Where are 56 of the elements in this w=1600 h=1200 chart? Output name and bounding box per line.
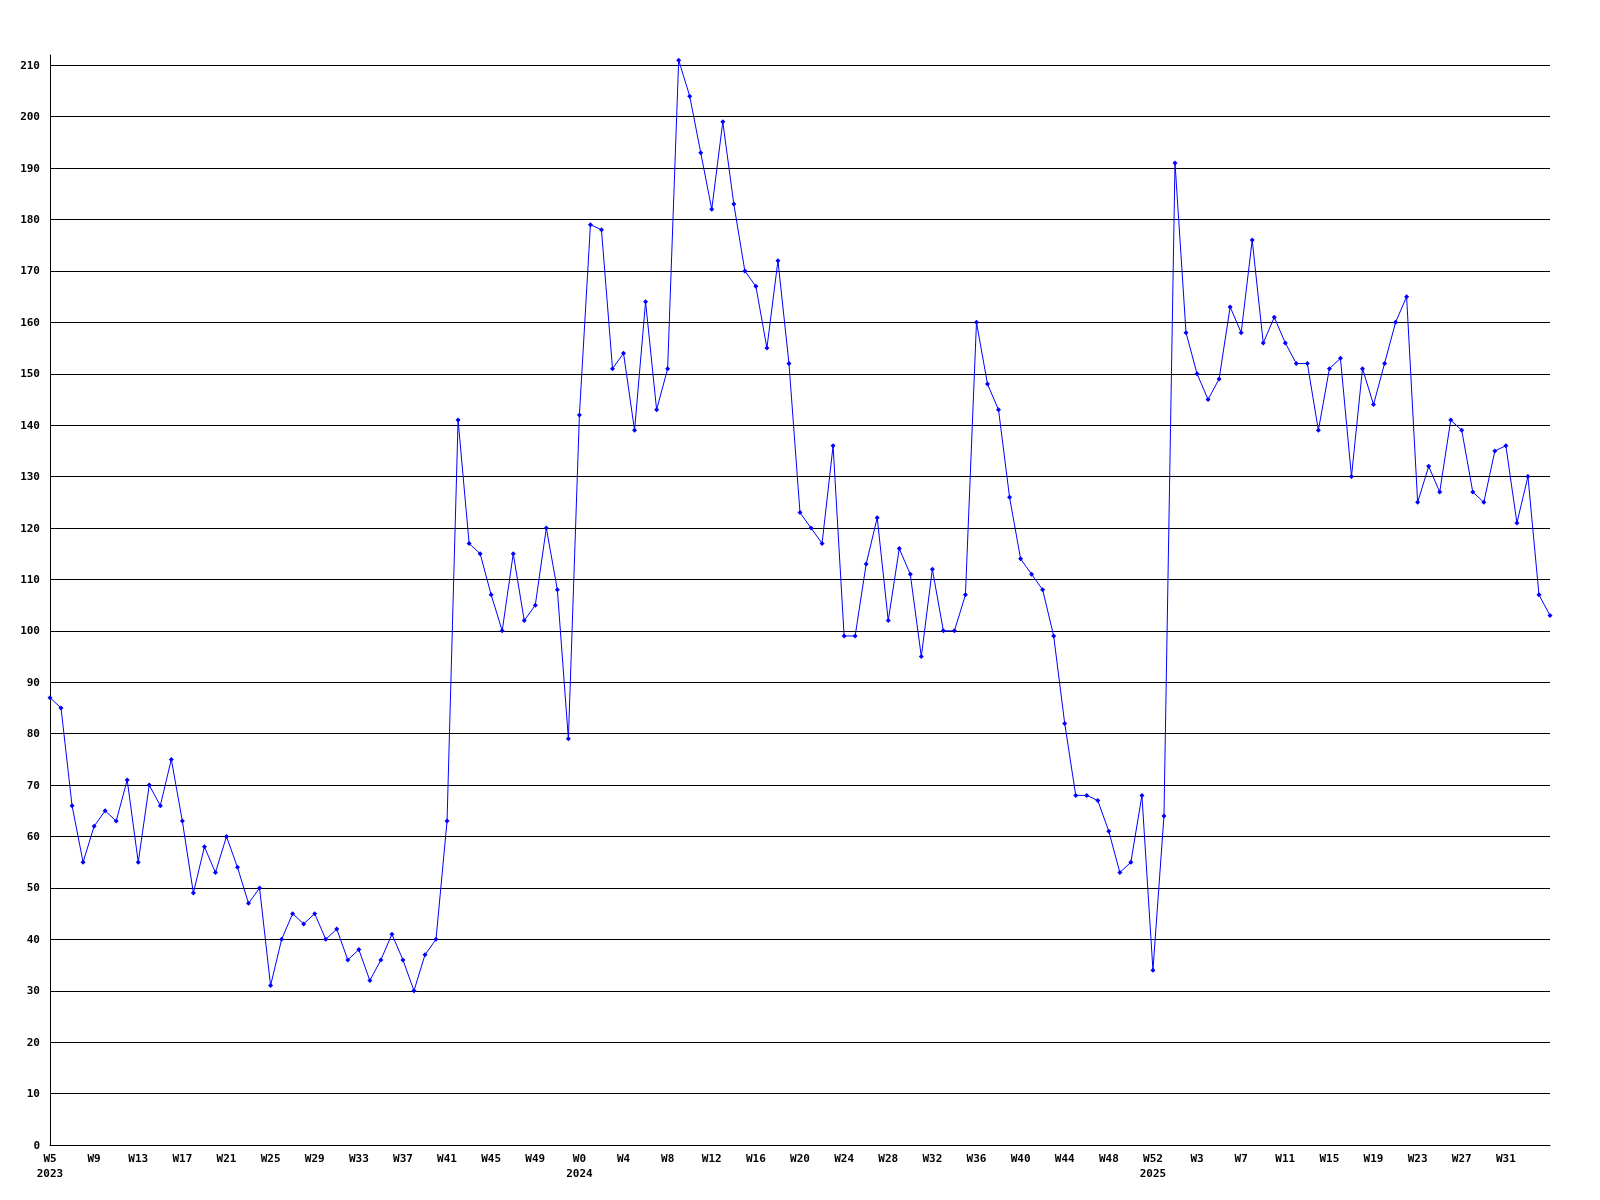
x-tick-label: W20 bbox=[790, 1152, 810, 1165]
x-tick-label: W33 bbox=[348, 1152, 369, 1165]
y-tick-label: 90 bbox=[26, 675, 40, 689]
x-tick-label: W31 bbox=[1495, 1152, 1517, 1165]
x-tick-label: W27 bbox=[1451, 1152, 1472, 1165]
x-tick-label: W25 bbox=[260, 1152, 281, 1165]
y-tick-label: 120 bbox=[20, 521, 40, 535]
y-tick-label: 130 bbox=[20, 470, 40, 484]
x-tick-label: W21 bbox=[216, 1152, 237, 1165]
y-tick-label: 0 bbox=[33, 1138, 40, 1152]
y-tick-label: 110 bbox=[20, 572, 40, 586]
x-tick-label: W37 bbox=[393, 1152, 413, 1165]
x-tick-label: W9 bbox=[87, 1152, 101, 1165]
x-tick-label: W41 bbox=[437, 1152, 458, 1165]
x-tick-label: W4 bbox=[616, 1152, 631, 1165]
y-tick-label: 150 bbox=[20, 367, 40, 381]
x-tick-label: W48 bbox=[1098, 1152, 1119, 1165]
x-tick-label: W15 bbox=[1319, 1152, 1340, 1165]
x-tick-label: W0 2024 bbox=[566, 1152, 594, 1180]
y-tick-label: 170 bbox=[20, 264, 40, 278]
x-tick-label: W12 bbox=[701, 1152, 722, 1165]
x-tick-label: W40 bbox=[1010, 1152, 1031, 1165]
x-tick-label: W44 bbox=[1054, 1152, 1076, 1165]
y-tick-label: 180 bbox=[20, 213, 40, 227]
y-tick-label: 20 bbox=[26, 1035, 40, 1049]
x-tick-label: W5 2023 bbox=[36, 1152, 64, 1180]
y-tick-label: 210 bbox=[20, 58, 40, 72]
y-tick-label: 100 bbox=[20, 624, 40, 638]
x-tick-label: W28 bbox=[878, 1152, 899, 1165]
x-tick-label: W17 bbox=[172, 1152, 193, 1165]
y-tick-label: 140 bbox=[20, 418, 40, 432]
x-tick-label: W49 bbox=[525, 1152, 546, 1165]
y-tick-label: 50 bbox=[26, 881, 40, 895]
x-tick-label: W45 bbox=[481, 1152, 502, 1165]
x-tick-label: W11 bbox=[1275, 1152, 1296, 1165]
x-tick-label: W16 bbox=[745, 1152, 767, 1165]
x-tick-label: W29 bbox=[304, 1152, 325, 1165]
x-tick-label: W24 bbox=[834, 1152, 855, 1165]
y-tick-label: 190 bbox=[20, 161, 40, 175]
x-tick-label: W36 bbox=[966, 1152, 987, 1165]
x-tick-label: W32 bbox=[922, 1152, 943, 1165]
x-tick-label: W52 2025 bbox=[1139, 1152, 1167, 1180]
y-tick-label: 200 bbox=[20, 110, 40, 124]
x-tick-label: W23 bbox=[1407, 1152, 1428, 1165]
y-tick-label: 160 bbox=[20, 315, 40, 329]
x-tick-label: W19 bbox=[1363, 1152, 1384, 1165]
x-tick-label: W7 bbox=[1234, 1152, 1248, 1165]
x-tick-label: W3 bbox=[1190, 1152, 1204, 1165]
y-tick-label: 70 bbox=[26, 778, 40, 792]
y-tick-label: 80 bbox=[26, 727, 40, 741]
y-tick-label: 10 bbox=[26, 1087, 40, 1101]
y-tick-label: 30 bbox=[26, 984, 40, 998]
x-tick-label: W8 bbox=[661, 1152, 675, 1165]
x-tick-label: W13 bbox=[128, 1152, 149, 1165]
y-tick-label: 60 bbox=[26, 830, 40, 844]
y-tick-label: 40 bbox=[26, 932, 40, 946]
